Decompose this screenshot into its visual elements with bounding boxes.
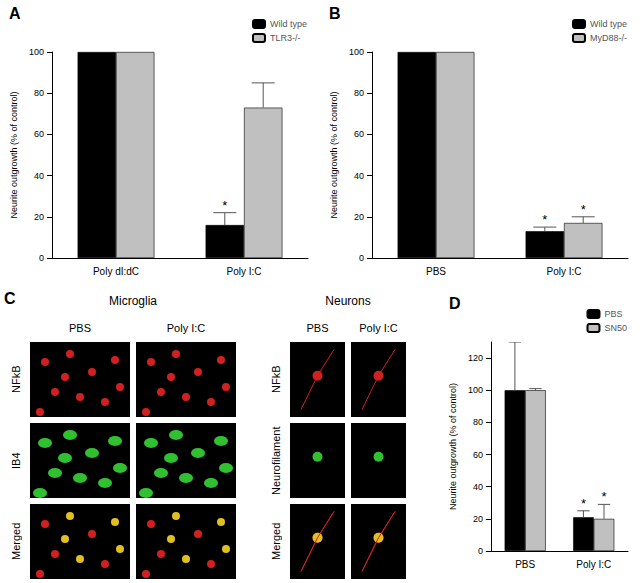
- svg-text:40: 40: [473, 482, 483, 492]
- svg-text:PBS: PBS: [426, 266, 446, 277]
- svg-text:120: 120: [468, 353, 483, 363]
- svg-text:100: 100: [349, 47, 364, 57]
- html-text:NFkB: NFkB: [270, 365, 282, 394]
- svg-text:80: 80: [354, 88, 364, 98]
- svg-text:B: B: [329, 5, 341, 22]
- html-text:Poly I:C: Poly I:C: [166, 322, 206, 334]
- svg-text:Poly I:C: Poly I:C: [576, 559, 611, 570]
- html-text:C: C: [4, 290, 16, 307]
- html-text:Neurons: Neurons: [325, 294, 371, 308]
- svg-text:*: *: [222, 198, 227, 213]
- svg-text:60: 60: [354, 129, 364, 139]
- html-text:PBS: PBS: [69, 322, 91, 334]
- svg-text:Neurite outgrowth (% of contro: Neurite outgrowth (% of control): [448, 383, 458, 510]
- svg-text:0: 0: [478, 546, 483, 556]
- html-text:Neurofilament: Neurofilament: [270, 426, 282, 495]
- svg-text:Poly I:C: Poly I:C: [546, 266, 581, 277]
- svg-text:*: *: [581, 202, 586, 217]
- svg-text:PBS: PBS: [604, 309, 622, 319]
- html-text:NFkB: NFkB: [10, 365, 22, 394]
- html-text:Microglia: Microglia: [109, 294, 157, 308]
- svg-text:40: 40: [354, 171, 364, 181]
- svg-text:*: *: [601, 489, 606, 504]
- html-text:Poly I:C: Poly I:C: [359, 322, 398, 334]
- svg-text:SN50: SN50: [604, 323, 627, 333]
- html-text:IB4: IB4: [10, 452, 22, 469]
- svg-text:A: A: [9, 5, 21, 22]
- html-text:Merged: Merged: [10, 522, 22, 561]
- svg-text:60: 60: [34, 129, 44, 139]
- svg-text:Wild type: Wild type: [270, 19, 307, 29]
- svg-text:*: *: [581, 496, 586, 511]
- html-text:Merged: Merged: [270, 522, 282, 561]
- svg-text:Wild type: Wild type: [590, 19, 627, 29]
- svg-text:Neurite outgrowth (% of contro: Neurite outgrowth (% of control): [329, 91, 339, 218]
- svg-text:20: 20: [34, 212, 44, 222]
- svg-text:80: 80: [473, 417, 483, 427]
- svg-text:0: 0: [39, 253, 44, 263]
- svg-text:D: D: [449, 295, 461, 312]
- svg-text:Poly I:C: Poly I:C: [226, 266, 261, 277]
- svg-text:PBS: PBS: [515, 559, 535, 570]
- svg-text:100: 100: [468, 385, 483, 395]
- svg-text:20: 20: [354, 212, 364, 222]
- svg-text:Poly dI:dC: Poly dI:dC: [93, 266, 139, 277]
- svg-text:0: 0: [359, 253, 364, 263]
- svg-text:20: 20: [473, 514, 483, 524]
- svg-text:40: 40: [34, 171, 44, 181]
- html-text:PBS: PBS: [306, 322, 329, 334]
- svg-text:100: 100: [29, 47, 44, 57]
- svg-text:MyD88-/-: MyD88-/-: [590, 33, 627, 43]
- svg-text:Neurite outgrowth (% of contro: Neurite outgrowth (% of control): [9, 91, 19, 218]
- svg-text:*: *: [542, 212, 547, 227]
- svg-text:60: 60: [473, 450, 483, 460]
- svg-text:TLR3-/-: TLR3-/-: [270, 33, 301, 43]
- svg-text:80: 80: [34, 88, 44, 98]
